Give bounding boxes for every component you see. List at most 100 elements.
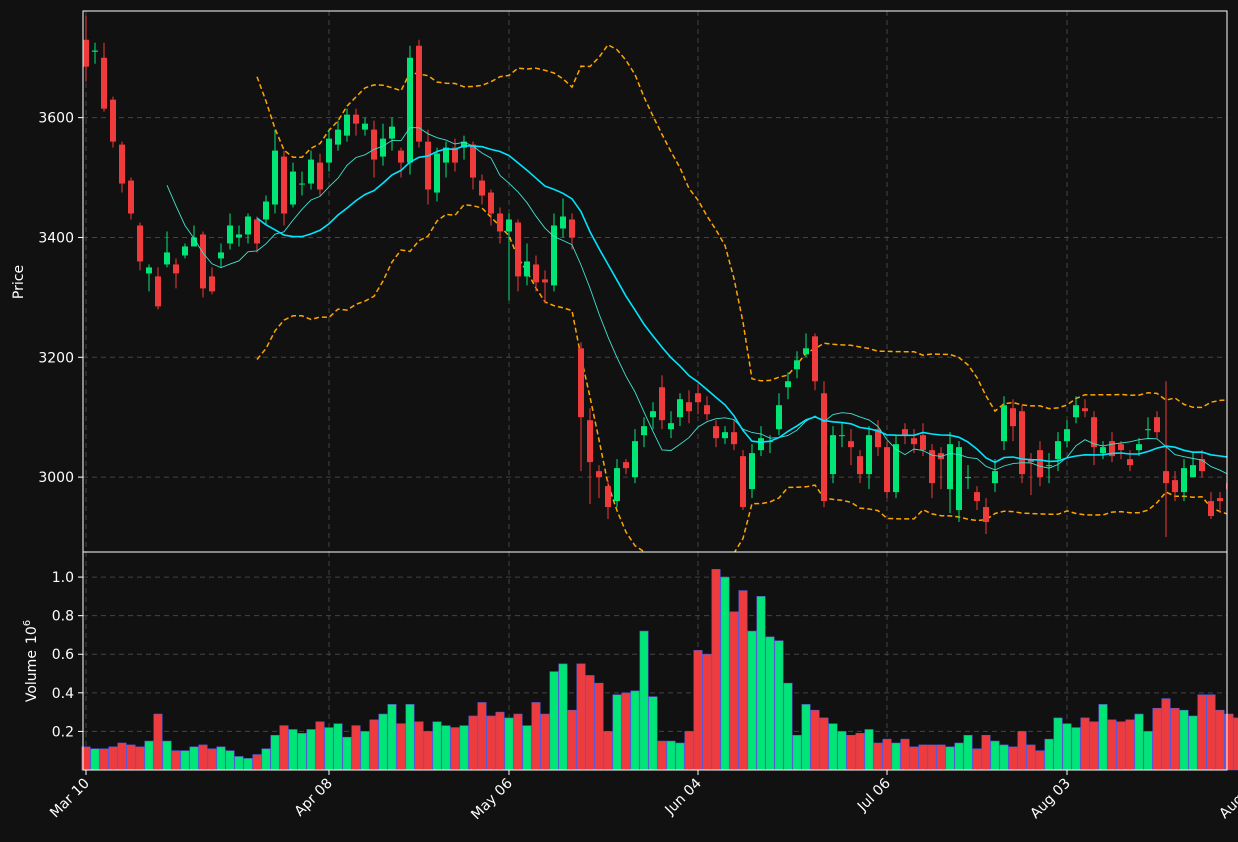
volume-bar — [1233, 717, 1238, 771]
candle-body — [614, 468, 620, 502]
candle-body — [533, 264, 539, 283]
volume-bar — [540, 713, 550, 771]
volume-bar — [369, 719, 379, 771]
candle-body — [956, 447, 962, 511]
volume-bar — [585, 675, 595, 771]
candle-body — [119, 144, 125, 184]
volume-bar — [639, 630, 649, 771]
volume-bar — [1044, 738, 1054, 771]
volume-bar — [504, 717, 514, 771]
candle-body — [902, 429, 908, 436]
candle-body — [128, 180, 134, 214]
candle-body — [1208, 501, 1214, 517]
volume-bar — [675, 742, 685, 771]
volume-tick-label: 1.0 — [52, 570, 74, 586]
volume-bar — [144, 740, 154, 771]
volume-bar — [261, 748, 271, 771]
price-grid — [83, 11, 1227, 552]
volume-bar — [207, 748, 217, 771]
candle-body — [1028, 459, 1034, 463]
candle-body — [839, 435, 845, 437]
candle-body — [488, 192, 494, 214]
volume-bars — [81, 569, 1238, 771]
volume-bar — [1098, 704, 1108, 771]
candle-body — [551, 225, 557, 286]
volume-bar — [612, 694, 622, 771]
volume-bar — [657, 740, 667, 771]
price-tick-label: 3400 — [38, 230, 74, 246]
volume-bar — [576, 663, 586, 771]
volume-bar — [423, 731, 433, 771]
volume-panel-frame — [82, 551, 1228, 771]
candle-body — [812, 336, 818, 382]
volume-bar — [477, 702, 487, 771]
candle-body — [1073, 405, 1079, 418]
volume-tick-label: 0.2 — [52, 724, 74, 740]
candle-body — [416, 45, 422, 142]
volume-unit-exponent: 6 — [22, 620, 33, 626]
volume-bar — [891, 742, 901, 771]
volume-bar — [513, 713, 523, 771]
candle-body — [398, 150, 404, 163]
candle-body — [173, 264, 179, 274]
candle-body — [92, 50, 98, 52]
volume-bar — [288, 729, 298, 771]
candle-body — [731, 432, 737, 445]
volume-axis-label-text: Volume — [24, 650, 40, 702]
volume-bar — [603, 731, 613, 771]
candle-body — [218, 252, 224, 259]
candle-body — [866, 435, 872, 475]
candle-body — [308, 159, 314, 184]
volume-bar — [117, 742, 127, 771]
candle-body — [344, 114, 350, 136]
volume-bar — [810, 709, 820, 771]
price-axis-label: Price — [11, 265, 27, 299]
volume-bar — [1206, 694, 1216, 771]
candle-body — [299, 183, 305, 185]
candle-body — [407, 57, 413, 163]
volume-bar — [783, 682, 793, 771]
candle-body — [1019, 411, 1025, 475]
volume-bar — [1026, 744, 1036, 771]
candle-body — [1037, 450, 1043, 478]
volume-bar — [1224, 713, 1234, 771]
volume-bar — [1053, 717, 1063, 771]
candle-body — [704, 405, 710, 415]
volume-bar — [1080, 717, 1090, 771]
volume-bar — [153, 713, 163, 771]
candle-body — [209, 276, 215, 292]
volume-bar — [720, 576, 730, 771]
candle-body — [821, 393, 827, 502]
volume-bar — [747, 630, 757, 771]
volume-bar — [1062, 723, 1072, 771]
volume-bar — [1008, 746, 1018, 771]
volume-axis-ticks: 0.2 0.4 0.6 0.8 1.0 — [52, 570, 83, 740]
price-tick-label: 3200 — [38, 350, 74, 366]
price-axis-ticks: 3000 3200 3400 3600 — [38, 111, 83, 486]
volume-bar — [999, 744, 1009, 771]
volume-bar — [306, 729, 316, 771]
volume-bar — [225, 750, 235, 771]
bollinger-bands — [256, 43, 1227, 552]
candle-body — [677, 399, 683, 418]
candle-body — [1046, 465, 1052, 467]
volume-bar — [1215, 709, 1225, 771]
volume-bar — [522, 725, 532, 771]
volume-bar — [801, 704, 811, 771]
candle-body — [1127, 459, 1133, 466]
candle-body — [425, 141, 431, 190]
volume-bar — [441, 725, 451, 771]
candle-body — [776, 405, 782, 430]
candle-body — [380, 138, 386, 157]
candle-body — [803, 348, 809, 355]
candle-body — [830, 435, 836, 475]
volume-bar — [360, 731, 370, 771]
candles — [83, 15, 1227, 538]
volume-bar — [1170, 707, 1180, 771]
candle-body — [758, 438, 764, 451]
candle-body — [362, 123, 368, 130]
volume-bar — [468, 715, 478, 771]
volume-bar — [666, 740, 676, 771]
candle-body — [101, 57, 107, 109]
candle-body — [641, 426, 647, 436]
